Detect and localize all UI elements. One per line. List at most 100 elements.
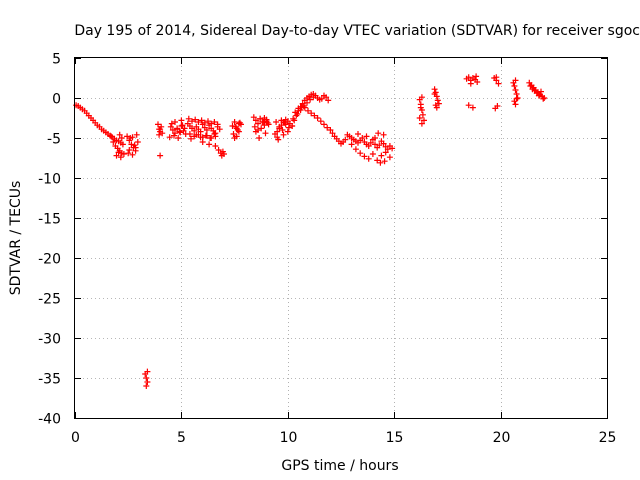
x-tick-label: 5	[177, 430, 186, 446]
data-point	[512, 77, 519, 84]
data-point	[416, 115, 423, 121]
data-point	[359, 135, 366, 141]
data-point	[372, 135, 378, 141]
data-point	[202, 132, 209, 139]
data-point	[281, 119, 288, 126]
data-point	[143, 383, 150, 389]
y-tick-label: -30	[38, 332, 61, 348]
data-point	[119, 141, 126, 148]
data-point	[233, 133, 240, 140]
x-axis-label: GPS time / hours	[281, 458, 398, 474]
data-point	[212, 143, 219, 149]
data-point	[310, 94, 317, 101]
y-tick-label: -25	[38, 292, 61, 308]
data-point	[125, 150, 132, 157]
y-tick-label: 5	[52, 52, 61, 68]
data-point	[540, 95, 547, 102]
data-point	[273, 119, 280, 125]
data-point	[256, 135, 263, 141]
data-point	[157, 126, 164, 133]
data-point	[157, 152, 164, 159]
data-point	[284, 128, 291, 135]
data-point	[433, 104, 440, 111]
y-tick-label: -10	[38, 172, 61, 188]
data-point	[193, 131, 200, 138]
data-point	[418, 94, 425, 101]
data-point	[324, 124, 331, 131]
data-point	[285, 124, 292, 131]
data-point	[252, 128, 259, 135]
data-point	[275, 136, 282, 143]
data-point	[384, 146, 391, 153]
data-point	[126, 147, 133, 153]
data-point	[216, 126, 223, 133]
data-point	[215, 147, 222, 153]
data-point	[235, 120, 242, 127]
data-point	[352, 146, 359, 153]
data-point	[465, 74, 472, 81]
x-tick-label: 15	[386, 430, 404, 446]
data-point	[418, 120, 425, 127]
data-point	[128, 141, 135, 148]
data-point	[250, 114, 257, 121]
data-point	[203, 127, 210, 133]
y-tick-label: -35	[38, 372, 61, 388]
data-point	[378, 152, 385, 159]
data-point	[435, 100, 442, 107]
data-point	[365, 143, 372, 149]
data-point	[327, 127, 334, 133]
data-point	[380, 140, 387, 147]
data-point	[300, 103, 307, 109]
data-point	[144, 379, 151, 385]
data-point	[261, 122, 268, 129]
x-tick-label: 0	[71, 430, 80, 446]
data-point	[251, 123, 258, 130]
data-point	[186, 131, 193, 137]
x-tick-label: 20	[493, 430, 511, 446]
data-point	[115, 149, 122, 156]
data-point	[155, 121, 161, 128]
data-point	[377, 159, 384, 166]
data-point	[169, 127, 176, 133]
data-point	[389, 145, 396, 152]
data-point	[279, 127, 286, 133]
data-point	[178, 117, 185, 124]
data-point	[314, 115, 321, 121]
data-point	[361, 153, 368, 160]
data-point	[132, 144, 139, 151]
data-point	[342, 136, 349, 143]
data-point	[317, 118, 324, 125]
data-point	[171, 132, 177, 139]
data-point	[192, 116, 199, 123]
data-point	[189, 118, 195, 125]
data-point	[421, 117, 427, 124]
data-point	[280, 131, 287, 138]
data-point	[175, 135, 182, 141]
data-point	[199, 139, 206, 145]
data-point	[431, 91, 438, 97]
data-point	[159, 130, 166, 137]
data-point	[367, 139, 374, 146]
data-point	[512, 87, 519, 93]
data-point	[376, 142, 383, 149]
data-point	[513, 95, 520, 102]
data-point	[117, 154, 124, 161]
data-point	[191, 127, 198, 134]
data-point	[323, 94, 330, 101]
data-point	[166, 134, 173, 141]
data-point	[494, 103, 501, 109]
data-point	[205, 118, 211, 125]
data-point	[495, 80, 502, 87]
data-point	[381, 158, 388, 165]
y-axis-label: SDTVAR / TECUs	[8, 181, 24, 296]
data-point	[274, 128, 281, 135]
data-point	[329, 130, 336, 137]
data-point	[116, 131, 123, 138]
data-point	[541, 95, 548, 101]
y-tick-label: 0	[52, 92, 61, 108]
data-point	[434, 97, 441, 104]
data-point	[113, 152, 120, 159]
data-point	[512, 101, 519, 108]
data-point	[473, 73, 480, 80]
